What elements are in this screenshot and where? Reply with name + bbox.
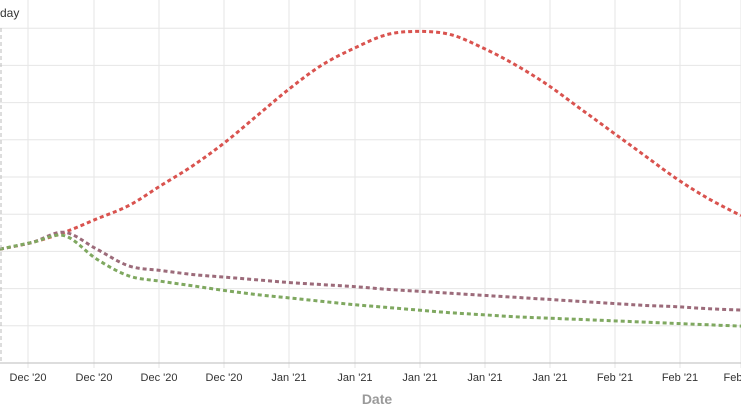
x-tick-label: Feb xyxy=(724,372,741,384)
x-tick-label: Feb '21 xyxy=(662,372,698,384)
x-tick-label: Jan '21 xyxy=(337,372,372,384)
x-tick-label: Dec '20 xyxy=(76,372,113,384)
x-tick-label: Jan '21 xyxy=(467,372,502,384)
series-line-0 xyxy=(0,29,741,251)
x-tick-label: Dec '20 xyxy=(206,372,243,384)
grid-lines xyxy=(0,0,741,368)
series-layer xyxy=(0,29,741,328)
x-tick-label: Jan '21 xyxy=(402,372,437,384)
x-tick-label: Feb '21 xyxy=(597,372,633,384)
y-axis-label-fragment: day xyxy=(0,6,19,20)
x-axis-title: Date xyxy=(362,391,393,407)
x-tick-label: Dec '20 xyxy=(10,372,47,384)
x-axis-ticks: Dec '20 Dec '20 Dec '20 Dec '20 Jan '21 Jan '… xyxy=(10,372,741,384)
x-tick-label: Dec '20 xyxy=(141,372,178,384)
x-tick-label: Jan '21 xyxy=(532,372,567,384)
series-line-2 xyxy=(0,233,741,328)
series-line-1 xyxy=(0,230,741,312)
x-tick-label: Jan '21 xyxy=(271,372,306,384)
